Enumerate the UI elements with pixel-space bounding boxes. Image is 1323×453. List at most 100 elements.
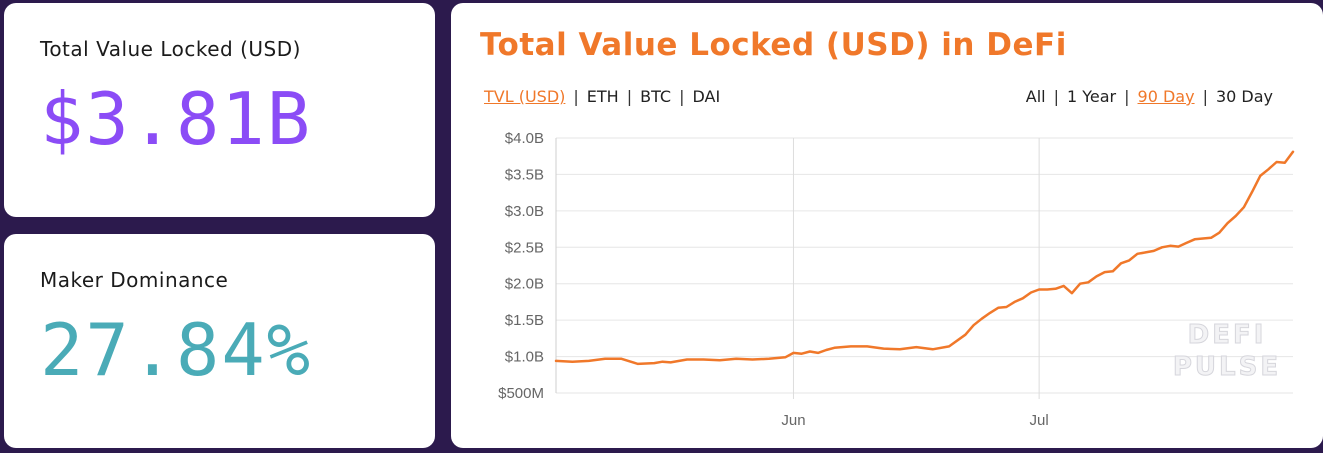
tvl-data-point — [1210, 237, 1212, 239]
tvl-data-point — [1169, 245, 1171, 247]
tvl-data-point — [1071, 292, 1073, 294]
tvl-data-point — [1046, 288, 1049, 291]
maker-dominance-value: 27.84% — [40, 308, 313, 392]
y-tick-label: $1.5B — [505, 312, 544, 329]
tvl-data-point — [1161, 246, 1163, 249]
range-toggle-30-day[interactable]: 30 Day — [1215, 87, 1273, 106]
y-tick-label: $2.0B — [505, 276, 544, 293]
tvl-data-point — [1243, 206, 1245, 209]
tvl-data-point — [1128, 259, 1131, 262]
toggle-separator: | — [626, 87, 633, 106]
tvl-data-point — [1095, 275, 1098, 278]
tvl-data-point — [1275, 161, 1278, 163]
maker-dominance-card: Maker Dominance 27.84% — [4, 234, 435, 448]
tvl-data-point — [1038, 288, 1040, 291]
tvl-data-point — [1292, 151, 1294, 153]
range-toggle-group: All | 1 Year | 90 Day | 30 Day — [1026, 87, 1273, 106]
tvl-data-point — [751, 358, 754, 361]
tvl-data-point — [637, 363, 639, 365]
tvl-data-point — [972, 324, 975, 327]
tvl-data-point — [1136, 253, 1139, 255]
tvl-data-point — [825, 349, 828, 351]
tvl-data-point — [866, 345, 868, 348]
y-tick-label: $2.5B — [505, 239, 544, 256]
tvl-data-point — [1267, 168, 1270, 171]
y-tick-label: $3.0B — [505, 203, 544, 220]
tvl-data-point — [792, 352, 795, 354]
y-tick-label: $500M — [498, 385, 544, 402]
tvl-data-point — [948, 345, 950, 348]
toggle-separator: | — [1053, 87, 1059, 106]
tvl-stat-label: Total Value Locked (USD) — [40, 37, 301, 61]
tvl-data-point — [1144, 251, 1147, 254]
y-tick-label: $3.5B — [505, 166, 544, 183]
tvl-data-point — [1234, 215, 1237, 217]
tvl-data-point — [931, 348, 934, 351]
toggle-separator: | — [573, 87, 579, 106]
tvl-data-point — [1259, 175, 1262, 177]
tvl-data-point — [669, 361, 672, 364]
tvl-data-point — [1251, 191, 1253, 193]
tvl-data-point — [899, 348, 901, 351]
tvl-data-point — [571, 360, 574, 363]
tvl-data-point — [702, 358, 705, 361]
range-toggle-all[interactable]: All — [1025, 87, 1046, 106]
tvl-data-point — [1087, 281, 1090, 284]
tvl-data-point — [1226, 222, 1229, 225]
tvl-data-point — [915, 346, 918, 348]
range-toggle-90-day[interactable]: 90 Day — [1137, 87, 1195, 106]
tvl-data-point — [1112, 270, 1114, 273]
tvl-data-point — [800, 352, 803, 355]
tvl-stat-card: Total Value Locked (USD) $3.81B — [4, 3, 435, 217]
tvl-data-point — [784, 356, 787, 359]
tvl-data-point — [981, 317, 983, 320]
tvl-data-point — [604, 357, 606, 360]
chart-title: Total Value Locked (USD) in DeFi — [480, 27, 1067, 63]
tvl-data-point — [1054, 288, 1057, 290]
tvl-data-point — [1021, 297, 1024, 300]
tvl-data-point — [587, 360, 590, 362]
tvl-data-point — [653, 362, 656, 364]
y-tick-label: $1.0B — [505, 349, 544, 366]
tvl-chart-card: Total Value Locked (USD) in DeFi TVL (US… — [451, 3, 1323, 448]
defi-pulse-watermark-line2: PULSE — [1173, 352, 1281, 382]
y-tick-label: $4.0B — [505, 130, 544, 147]
tvl-data-point — [1284, 161, 1286, 164]
toggle-separator: | — [1202, 87, 1208, 106]
tvl-data-point — [1013, 301, 1016, 303]
tvl-data-point — [817, 352, 819, 354]
tvl-data-point — [833, 347, 836, 349]
tvl-data-point — [850, 345, 852, 348]
tvl-data-point — [661, 360, 664, 363]
tvl-data-point — [735, 357, 737, 360]
tvl-data-point — [997, 306, 999, 309]
unit-toggle-eth[interactable]: ETH — [586, 87, 619, 106]
tvl-data-point — [768, 357, 770, 360]
tvl-data-point — [718, 359, 721, 362]
tvl-data-point — [1193, 238, 1196, 241]
tvl-data-point — [1218, 231, 1221, 234]
range-toggle-1-year[interactable]: 1 Year — [1066, 87, 1117, 106]
tvl-data-point — [620, 357, 623, 360]
unit-toggle-dai[interactable]: DAI — [692, 87, 721, 106]
unit-toggle-tvl-usd[interactable]: TVL (USD) — [484, 87, 566, 106]
tvl-data-point — [1005, 306, 1008, 308]
tvl-data-point — [1030, 291, 1032, 294]
unit-toggle-btc[interactable]: BTC — [640, 87, 672, 106]
tvl-data-point — [1103, 271, 1106, 273]
tvl-series-line — [554, 150, 1295, 366]
tvl-data-point — [1062, 285, 1065, 287]
maker-dominance-label: Maker Dominance — [40, 268, 229, 292]
tvl-data-point — [809, 350, 811, 353]
toggle-separator: | — [1124, 87, 1130, 106]
tvl-data-point — [882, 347, 885, 350]
tvl-data-point — [1152, 250, 1155, 252]
tvl-data-point — [989, 312, 991, 314]
tvl-data-point — [1185, 242, 1188, 244]
tvl-data-point — [555, 360, 557, 362]
defi-pulse-watermark-line1: DEFI — [1188, 320, 1267, 350]
tvl-data-point — [1202, 237, 1204, 240]
toggle-separator: | — [679, 87, 685, 106]
tvl-data-point — [686, 358, 688, 361]
tvl-data-point — [1120, 262, 1122, 265]
